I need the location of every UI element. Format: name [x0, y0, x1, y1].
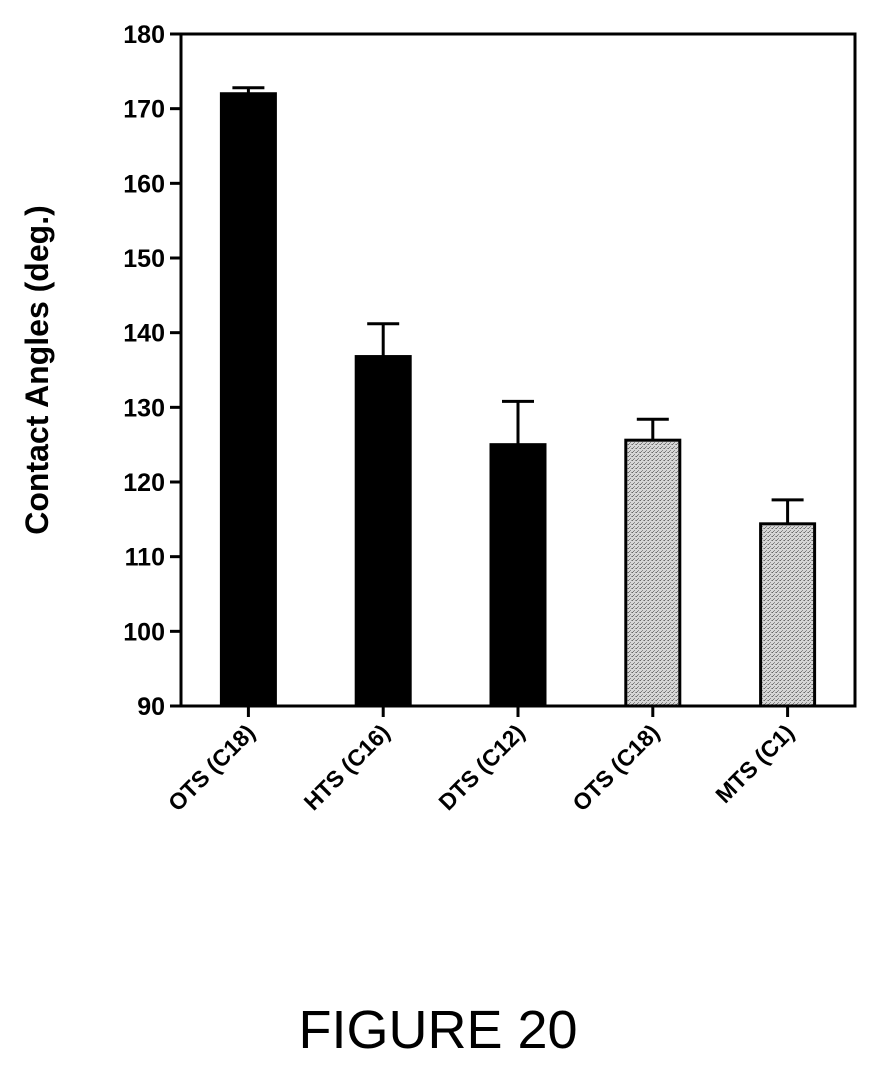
- y-tick-label: 160: [123, 170, 165, 198]
- y-tick-label: 130: [123, 394, 165, 422]
- x-tick-label: HTS (C16): [299, 719, 395, 815]
- y-tick-label: 170: [123, 96, 165, 124]
- x-tick-label: OTS (C18): [163, 719, 260, 816]
- x-tick-label: MTS (C1): [710, 719, 799, 808]
- bar-5: [759, 522, 817, 708]
- bar-2: [354, 355, 412, 708]
- bar-3: [489, 443, 547, 708]
- bar-4: [624, 438, 682, 708]
- bar-chart: 90 100 110 120 130 140 150 160 170 180 OTS (C18) H…: [19, 21, 857, 816]
- plot-frame: [179, 32, 857, 708]
- x-tick-label: DTS (C12): [433, 719, 529, 815]
- y-tick-label: 140: [123, 320, 165, 348]
- y-tick-label: 180: [123, 21, 165, 49]
- y-tick-label: 100: [123, 618, 165, 646]
- y-axis-title: Contact Angles (deg.): [19, 205, 55, 534]
- y-tick-label: 90: [137, 693, 165, 721]
- x-tick-label: OTS (C18): [567, 719, 664, 816]
- y-axis-ticks: 90 100 110 120 130 140 150 160 170 180: [123, 21, 181, 721]
- figure-caption: FIGURE 20: [298, 1000, 578, 1060]
- x-axis-ticks: OTS (C18) HTS (C16) DTS (C12) OTS (C18) MTS …: [163, 706, 799, 816]
- y-tick-label: 150: [123, 245, 165, 273]
- bar-1: [219, 92, 277, 708]
- bars: [219, 86, 817, 708]
- y-tick-label: 120: [123, 469, 165, 497]
- y-tick-label: 110: [125, 544, 165, 572]
